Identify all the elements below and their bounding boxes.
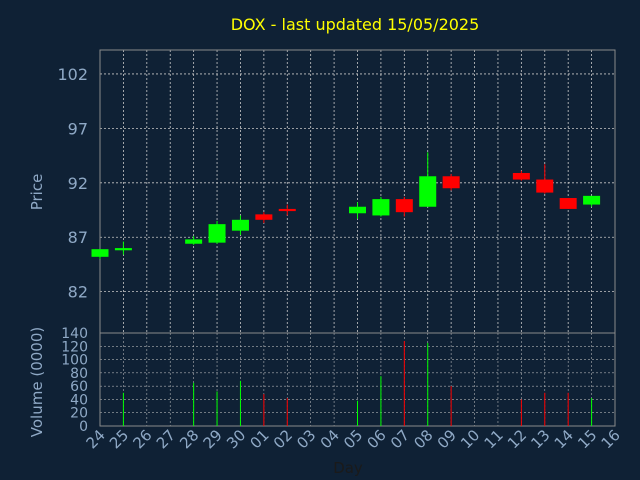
x-axis-label: Day xyxy=(333,459,363,477)
candle-body xyxy=(255,214,273,220)
candle-body xyxy=(231,219,249,231)
volume-tick-label: 140 xyxy=(61,326,88,342)
volume-axis-label: Volume (0000) xyxy=(28,327,46,437)
candle-body xyxy=(559,198,577,209)
candle-body xyxy=(185,239,203,244)
candle-body xyxy=(208,224,226,243)
candle-body xyxy=(512,172,530,180)
price-tick-label: 82 xyxy=(68,283,88,302)
candle-body xyxy=(372,199,390,216)
candle-body xyxy=(395,199,413,213)
price-tick-label: 87 xyxy=(68,228,88,247)
volume-tick-label: 0 xyxy=(79,419,88,435)
volume-tick-label: 80 xyxy=(70,366,88,382)
candle-body xyxy=(442,176,460,189)
candle-body xyxy=(536,179,554,193)
volume-tick-label: 40 xyxy=(70,392,88,408)
x-axis: 2425262728293001020304050607080910111213… xyxy=(83,426,624,452)
volume-tick-label: 100 xyxy=(61,353,88,369)
price-axis-label: Price xyxy=(28,174,46,211)
price-tick-label: 97 xyxy=(68,119,88,138)
candle-body xyxy=(349,206,366,214)
price-tick-label: 102 xyxy=(57,65,88,84)
volume-tick-label: 20 xyxy=(70,406,88,422)
chart-title: DOX - last updated 15/05/2025 xyxy=(231,15,480,34)
candle-body xyxy=(583,195,601,205)
candle-body xyxy=(114,248,132,251)
candle-body xyxy=(278,208,296,212)
price-panel: 82 87 92 97 102 xyxy=(57,49,616,334)
candle-body xyxy=(419,176,437,207)
volume-tick-label: 60 xyxy=(70,379,88,395)
volume-tick-label: 120 xyxy=(61,339,88,355)
candle-body xyxy=(91,249,109,257)
price-tick-label: 92 xyxy=(68,174,88,193)
